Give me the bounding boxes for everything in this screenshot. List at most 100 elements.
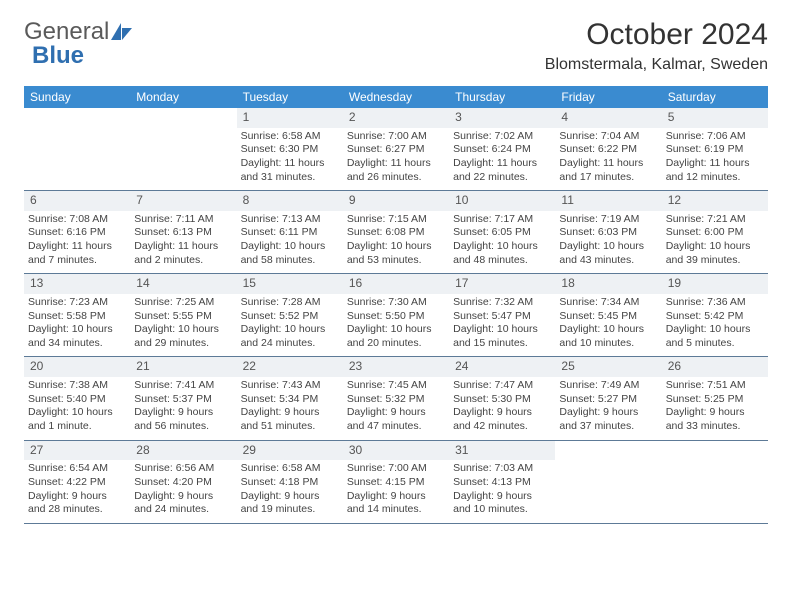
sunset-text: Sunset: 5:58 PM	[28, 310, 126, 324]
sunset-text: Sunset: 6:16 PM	[28, 226, 126, 240]
day-number: 9	[343, 191, 449, 211]
title-block: October 2024 Blomstermala, Kalmar, Swede…	[545, 18, 768, 74]
daylight-text: Daylight: 11 hours and 17 minutes.	[559, 157, 657, 184]
dow-cell: Thursday	[449, 86, 555, 108]
dow-cell: Wednesday	[343, 86, 449, 108]
daylight-text: Daylight: 10 hours and 1 minute.	[28, 406, 126, 433]
week-row: 6Sunrise: 7:08 AMSunset: 6:16 PMDaylight…	[24, 191, 768, 274]
day-number: 16	[343, 274, 449, 294]
daylight-text: Daylight: 9 hours and 33 minutes.	[666, 406, 764, 433]
day-cell: 11Sunrise: 7:19 AMSunset: 6:03 PMDayligh…	[555, 191, 661, 273]
day-number: 1	[237, 108, 343, 128]
calendar: SundayMondayTuesdayWednesdayThursdayFrid…	[24, 86, 768, 524]
sunrise-text: Sunrise: 7:34 AM	[559, 296, 657, 310]
daylight-text: Daylight: 10 hours and 24 minutes.	[241, 323, 339, 350]
day-cell: 30Sunrise: 7:00 AMSunset: 4:15 PMDayligh…	[343, 441, 449, 523]
sunset-text: Sunset: 6:27 PM	[347, 143, 445, 157]
sunrise-text: Sunrise: 7:02 AM	[453, 130, 551, 144]
sunrise-text: Sunrise: 7:03 AM	[453, 462, 551, 476]
day-number: 14	[130, 274, 236, 294]
sunrise-text: Sunrise: 7:43 AM	[241, 379, 339, 393]
week-row: 27Sunrise: 6:54 AMSunset: 4:22 PMDayligh…	[24, 441, 768, 524]
sunset-text: Sunset: 6:05 PM	[453, 226, 551, 240]
day-cell: 4Sunrise: 7:04 AMSunset: 6:22 PMDaylight…	[555, 108, 661, 190]
sunrise-text: Sunrise: 7:49 AM	[559, 379, 657, 393]
daylight-text: Daylight: 9 hours and 14 minutes.	[347, 490, 445, 517]
sunrise-text: Sunrise: 6:54 AM	[28, 462, 126, 476]
day-cell: 3Sunrise: 7:02 AMSunset: 6:24 PMDaylight…	[449, 108, 555, 190]
sunset-text: Sunset: 5:34 PM	[241, 393, 339, 407]
day-cell: 26Sunrise: 7:51 AMSunset: 5:25 PMDayligh…	[662, 357, 768, 439]
day-cell: 18Sunrise: 7:34 AMSunset: 5:45 PMDayligh…	[555, 274, 661, 356]
sunset-text: Sunset: 4:20 PM	[134, 476, 232, 490]
day-cell: 9Sunrise: 7:15 AMSunset: 6:08 PMDaylight…	[343, 191, 449, 273]
dow-cell: Tuesday	[237, 86, 343, 108]
sunset-text: Sunset: 5:40 PM	[28, 393, 126, 407]
day-number: 6	[24, 191, 130, 211]
sunrise-text: Sunrise: 7:21 AM	[666, 213, 764, 227]
sunrise-text: Sunrise: 6:56 AM	[134, 462, 232, 476]
day-number: 18	[555, 274, 661, 294]
sunrise-text: Sunrise: 7:28 AM	[241, 296, 339, 310]
sunrise-text: Sunrise: 7:13 AM	[241, 213, 339, 227]
day-number: 17	[449, 274, 555, 294]
dow-cell: Monday	[130, 86, 236, 108]
day-cell: 12Sunrise: 7:21 AMSunset: 6:00 PMDayligh…	[662, 191, 768, 273]
day-cell: 29Sunrise: 6:58 AMSunset: 4:18 PMDayligh…	[237, 441, 343, 523]
day-cell: 17Sunrise: 7:32 AMSunset: 5:47 PMDayligh…	[449, 274, 555, 356]
day-cell: 8Sunrise: 7:13 AMSunset: 6:11 PMDaylight…	[237, 191, 343, 273]
day-cell: 2Sunrise: 7:00 AMSunset: 6:27 PMDaylight…	[343, 108, 449, 190]
daylight-text: Daylight: 10 hours and 34 minutes.	[28, 323, 126, 350]
sunrise-text: Sunrise: 7:23 AM	[28, 296, 126, 310]
day-number: 24	[449, 357, 555, 377]
sunset-text: Sunset: 6:22 PM	[559, 143, 657, 157]
header: General October 2024 Blomstermala, Kalma…	[24, 18, 768, 74]
day-cell: 6Sunrise: 7:08 AMSunset: 6:16 PMDaylight…	[24, 191, 130, 273]
daylight-text: Daylight: 9 hours and 10 minutes.	[453, 490, 551, 517]
day-number: 8	[237, 191, 343, 211]
day-cell: 14Sunrise: 7:25 AMSunset: 5:55 PMDayligh…	[130, 274, 236, 356]
day-number: 19	[662, 274, 768, 294]
day-number: 12	[662, 191, 768, 211]
sunset-text: Sunset: 5:42 PM	[666, 310, 764, 324]
day-number: 10	[449, 191, 555, 211]
sunset-text: Sunset: 6:30 PM	[241, 143, 339, 157]
sunrise-text: Sunrise: 7:00 AM	[347, 462, 445, 476]
week-row: 1Sunrise: 6:58 AMSunset: 6:30 PMDaylight…	[24, 108, 768, 191]
sunset-text: Sunset: 5:52 PM	[241, 310, 339, 324]
day-cell: 5Sunrise: 7:06 AMSunset: 6:19 PMDaylight…	[662, 108, 768, 190]
day-number: 25	[555, 357, 661, 377]
day-number: 21	[130, 357, 236, 377]
sunset-text: Sunset: 6:19 PM	[666, 143, 764, 157]
sunrise-text: Sunrise: 6:58 AM	[241, 462, 339, 476]
daylight-text: Daylight: 9 hours and 47 minutes.	[347, 406, 445, 433]
sunrise-text: Sunrise: 7:47 AM	[453, 379, 551, 393]
month-title: October 2024	[545, 18, 768, 52]
daylight-text: Daylight: 10 hours and 5 minutes.	[666, 323, 764, 350]
weeks-container: 1 Sunrise: 6:58 AM Sunset: 6:30 PM Daylight…	[24, 108, 768, 524]
day-cell: 25Sunrise: 7:49 AMSunset: 5:27 PMDayligh…	[555, 357, 661, 439]
sunset-text: Sunset: 4:15 PM	[347, 476, 445, 490]
daylight-text: Daylight: 9 hours and 51 minutes.	[241, 406, 339, 433]
week-row: 20Sunrise: 7:38 AMSunset: 5:40 PMDayligh…	[24, 357, 768, 440]
days-of-week-row: SundayMondayTuesdayWednesdayThursdayFrid…	[24, 86, 768, 108]
sunset-text: Sunset: 6:08 PM	[347, 226, 445, 240]
day-cell: 22 Sunrise: 7:43 AMSunset: 5:34 PMDayligh…	[237, 357, 343, 439]
day-number: 15	[237, 274, 343, 294]
sunrise-text: Sunrise: 7:17 AM	[453, 213, 551, 227]
day-cell: 28Sunrise: 6:56 AMSunset: 4:20 PMDayligh…	[130, 441, 236, 523]
daylight-text: Daylight: 10 hours and 10 minutes.	[559, 323, 657, 350]
location: Blomstermala, Kalmar, Sweden	[545, 56, 768, 74]
day-number: 31	[449, 441, 555, 461]
sunset-text: Sunset: 6:24 PM	[453, 143, 551, 157]
day-number: 27	[24, 441, 130, 461]
day-cell: 15 Sunrise: 7:28 AMSunset: 5:52 PMDayligh…	[237, 274, 343, 356]
sunrise-text: Sunrise: 7:36 AM	[666, 296, 764, 310]
daylight-text: Daylight: 9 hours and 28 minutes.	[28, 490, 126, 517]
sunrise-text: Sunrise: 7:00 AM	[347, 130, 445, 144]
sunset-text: Sunset: 5:50 PM	[347, 310, 445, 324]
day-number: 22	[237, 357, 343, 377]
daylight-text: Daylight: 11 hours and 2 minutes.	[134, 240, 232, 267]
day-cell	[555, 441, 661, 523]
daylight-text: Daylight: 10 hours and 58 minutes.	[241, 240, 339, 267]
